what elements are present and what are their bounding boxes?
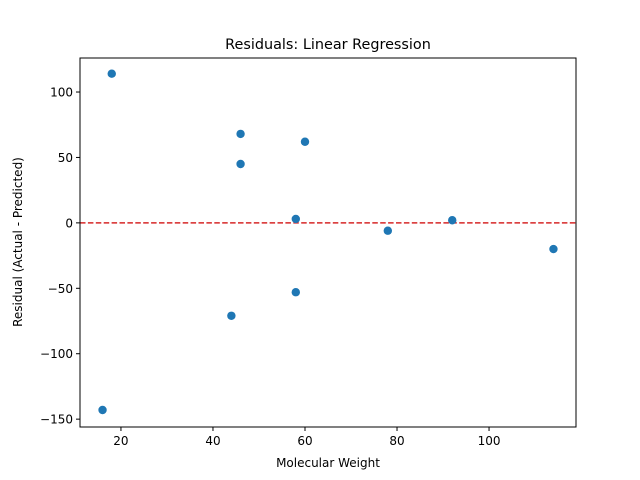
x-tick-label: 40 [205,434,220,448]
x-axis-label: Molecular Weight [276,456,380,470]
data-point [107,69,116,78]
data-point [300,137,310,146]
data-point [227,311,236,320]
y-tick-label: −150 [40,413,73,427]
x-tick-label: 60 [297,434,312,448]
y-tick-label: −100 [40,347,73,361]
x-tick-label: 20 [113,434,128,448]
data-point [383,226,393,235]
y-axis-label: Residual (Actual - Predicted) [11,157,25,327]
y-tick-label: 50 [58,151,73,165]
x-tick-label: 100 [478,434,501,448]
x-tick-label: 80 [389,434,404,448]
chart-title: Residuals: Linear Regression [225,37,431,53]
data-point [448,216,457,225]
axes-frame [79,57,577,428]
plot-area: 20 40 60 80 100 −150 −100 −50 0 50 100 [40,57,577,448]
y-tick-label: 0 [65,216,73,230]
y-tick-label: −50 [48,282,73,296]
data-point [549,244,558,254]
data-point [291,214,300,224]
data-point [98,405,107,415]
data-point [236,159,245,169]
data-point [236,129,245,139]
data-point [291,288,300,297]
y-tick-label: 100 [50,86,73,100]
